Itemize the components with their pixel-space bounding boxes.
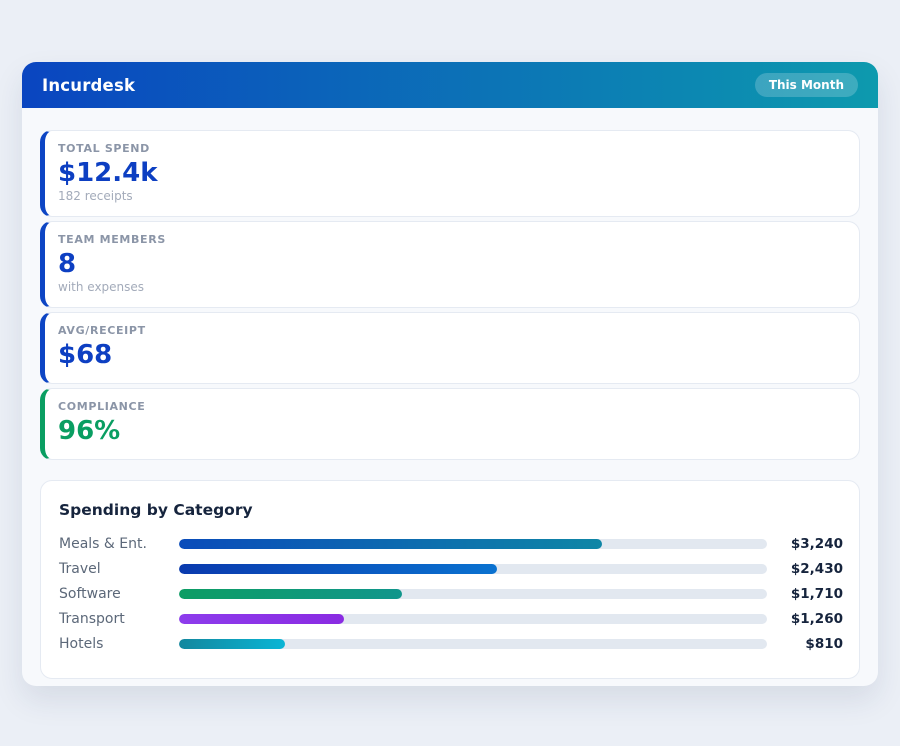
chart-row-transport: Transport $1,260: [59, 606, 843, 631]
category-label: Travel: [59, 561, 179, 577]
chart-row-hotels: Hotels $810: [59, 631, 843, 656]
category-label: Hotels: [59, 636, 179, 652]
chart-row-software: Software $1,710: [59, 581, 843, 606]
bar-track: [179, 639, 767, 649]
category-label: Meals & Ent.: [59, 536, 179, 552]
bar-track: [179, 539, 767, 549]
category-value: $3,240: [777, 536, 843, 552]
stat-card-compliance: COMPLIANCE 96%: [40, 388, 860, 460]
bar-track: [179, 589, 767, 599]
category-value: $810: [777, 636, 843, 652]
stat-card-total-spend: TOTAL SPEND $12.4k 182 receipts: [40, 130, 860, 217]
stat-value: $12.4k: [58, 157, 843, 189]
bar-fill: [179, 564, 497, 574]
stat-value: $68: [58, 339, 843, 371]
dashboard-panel: Incurdesk This Month TOTAL SPEND $12.4k …: [22, 62, 878, 686]
category-label: Transport: [59, 611, 179, 627]
stat-label: TOTAL SPEND: [58, 142, 843, 155]
stat-label: COMPLIANCE: [58, 400, 843, 413]
bar-track: [179, 564, 767, 574]
stat-value: 8: [58, 248, 843, 280]
bar-fill: [179, 539, 602, 549]
category-value: $2,430: [777, 561, 843, 577]
panel-body: TOTAL SPEND $12.4k 182 receipts TEAM MEM…: [22, 108, 878, 679]
chart-row-travel: Travel $2,430: [59, 556, 843, 581]
stat-card-team-members: TEAM MEMBERS 8 with expenses: [40, 221, 860, 308]
bar-track: [179, 614, 767, 624]
category-label: Software: [59, 586, 179, 602]
chart-row-meals: Meals & Ent. $3,240: [59, 531, 843, 556]
bar-fill: [179, 614, 344, 624]
bar-fill: [179, 589, 402, 599]
app-title: Incurdesk: [42, 76, 135, 95]
app-header: Incurdesk This Month: [22, 62, 878, 108]
stat-card-avg-receipt: AVG/RECEIPT $68: [40, 312, 860, 384]
stat-value: 96%: [58, 415, 843, 447]
spending-by-category-card: Spending by Category Meals & Ent. $3,240…: [40, 480, 860, 679]
period-badge[interactable]: This Month: [755, 73, 858, 97]
chart-title: Spending by Category: [59, 501, 843, 519]
stat-label: AVG/RECEIPT: [58, 324, 843, 337]
category-value: $1,710: [777, 586, 843, 602]
stat-sub: with expenses: [58, 280, 843, 295]
stat-sub: 182 receipts: [58, 189, 843, 204]
stat-label: TEAM MEMBERS: [58, 233, 843, 246]
category-value: $1,260: [777, 611, 843, 627]
bar-fill: [179, 639, 285, 649]
